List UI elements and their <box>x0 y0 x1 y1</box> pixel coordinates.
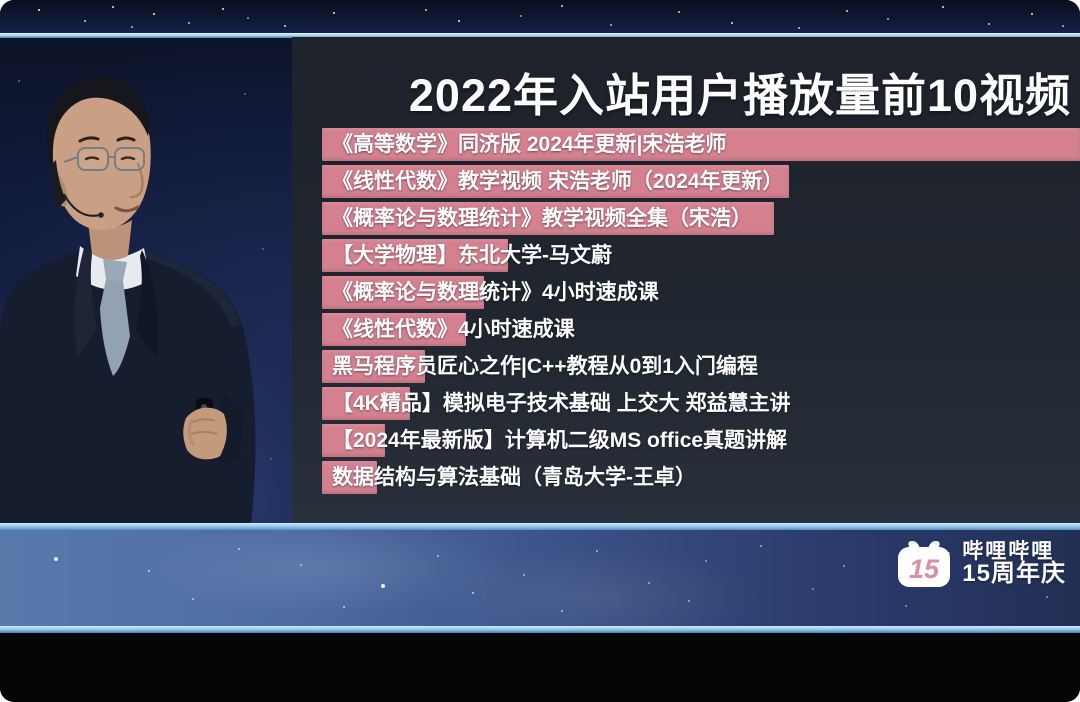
chart-row: 【大学物理】东北大学-马文蔚 <box>292 239 1080 272</box>
chart-row: 数据结构与算法基础（青岛大学-王卓） <box>292 461 1080 494</box>
chart-bar <box>322 276 484 309</box>
suit-shoulder-highlight <box>140 250 240 328</box>
speaker-photo <box>0 75 256 523</box>
suit-lapel-left <box>74 248 97 358</box>
led-divider-line-top <box>0 33 1080 38</box>
bilibili-anniversary-logo: 15 哔哩哔哩 15周年庆 <box>896 541 1066 587</box>
glasses-lens-left <box>77 147 109 171</box>
headset-wire <box>63 193 101 217</box>
face <box>52 86 151 230</box>
brand-text: 哔哩哔哩 15周年庆 <box>962 541 1066 587</box>
anniversary-label: 15周年庆 <box>962 560 1066 588</box>
chart-row: 黑马程序员匠心之作|C++教程从0到1入门编程 <box>292 350 1080 383</box>
brand-name: 哔哩哔哩 <box>962 540 1055 564</box>
hair <box>46 75 150 168</box>
mouth <box>114 205 140 213</box>
tie <box>100 279 130 376</box>
eyebrow-left <box>78 136 100 143</box>
video-title-label: 《线性代数》4小时速成课 <box>332 318 575 341</box>
hair-sideburn <box>51 160 66 208</box>
chart-title: 2022年入站用户播放量前10视频 <box>408 70 1072 121</box>
video-title-label: 【2024年最新版】计算机二级MS office真题讲解 <box>332 429 788 452</box>
stage-front-band: 15 哔哩哔哩 15周年庆 <box>0 530 1080 626</box>
bilibili-tv-icon: 15 <box>898 541 951 587</box>
sleeve-shadow <box>216 394 244 463</box>
sparkles-decoration <box>0 530 2 532</box>
bar-chart: 《高等数学》同济版 2024年更新|宋浩老师 《线性代数》教学视频 宋浩老师（2… <box>292 128 1080 498</box>
headset-mic <box>98 212 104 218</box>
video-title-label: 【4K精品】模拟电子技术基础 上交大 郑益慧主讲 <box>332 392 791 415</box>
video-title-label: 《概率论与数理统计》4小时速成课 <box>332 281 659 304</box>
stage-floor <box>0 633 1080 702</box>
chart-bar <box>322 424 385 457</box>
chart-bar <box>322 313 466 346</box>
hand-thumb <box>187 418 195 446</box>
chart-bar <box>322 239 508 272</box>
chart-row: 《线性代数》教学视频 宋浩老师（2024年更新） <box>292 165 1080 198</box>
glasses-temple <box>63 156 79 163</box>
tie-knot <box>103 259 127 281</box>
chart-row: 《概率论与数理统计》教学视频全集（宋浩） <box>292 202 1080 235</box>
hand-finger-line1 <box>192 418 216 423</box>
eye-left <box>84 156 100 161</box>
chart-row: 《概率论与数理统计》4小时速成课 <box>292 276 1080 309</box>
suit-lapel-right <box>136 250 158 358</box>
video-title-label: 《概率论与数理统计》教学视频全集（宋浩） <box>332 207 752 230</box>
video-title-label: 【大学物理】东北大学-马文蔚 <box>332 244 612 267</box>
chart-bar <box>322 387 410 420</box>
neck <box>88 220 132 261</box>
chart-row: 《高等数学》同济版 2024年更新|宋浩老师 <box>292 128 1080 161</box>
led-divider-line-bottom <box>0 626 1080 633</box>
video-title-label: 数据结构与算法基础（青岛大学-王卓） <box>332 466 696 489</box>
glasses-lens-right <box>114 147 145 171</box>
video-title-label: 《高等数学》同济版 2024年更新|宋浩老师 <box>332 133 727 156</box>
stars-decoration <box>0 0 2 2</box>
chart-row: 【2024年最新版】计算机二级MS office真题讲解 <box>292 424 1080 457</box>
eyebrow-right <box>116 136 136 142</box>
nose <box>129 162 144 199</box>
badge-number: 15 <box>909 554 940 584</box>
eye-right <box>120 156 136 161</box>
chart-row: 【4K精品】模拟电子技术基础 上交大 郑益慧主讲 <box>292 387 1080 420</box>
hand-finger-line2 <box>190 431 218 435</box>
chart-bar <box>322 165 789 198</box>
led-divider-line-middle <box>0 523 1080 530</box>
chart-bar <box>322 461 377 494</box>
chart-bar <box>322 128 1080 161</box>
video-title-label: 黑马程序员匠心之作|C++教程从0到1入门编程 <box>332 355 758 378</box>
chart-bar <box>322 202 774 235</box>
slide-panel: 2022年入站用户播放量前10视频 《高等数学》同济版 2024年更新|宋浩老师… <box>292 37 1080 523</box>
video-title-label: 《线性代数》教学视频 宋浩老师（2024年更新） <box>332 170 784 193</box>
chart-bar <box>322 350 425 383</box>
top-sky-strip <box>0 0 1080 34</box>
chart-row: 《线性代数》4小时速成课 <box>292 313 1080 346</box>
